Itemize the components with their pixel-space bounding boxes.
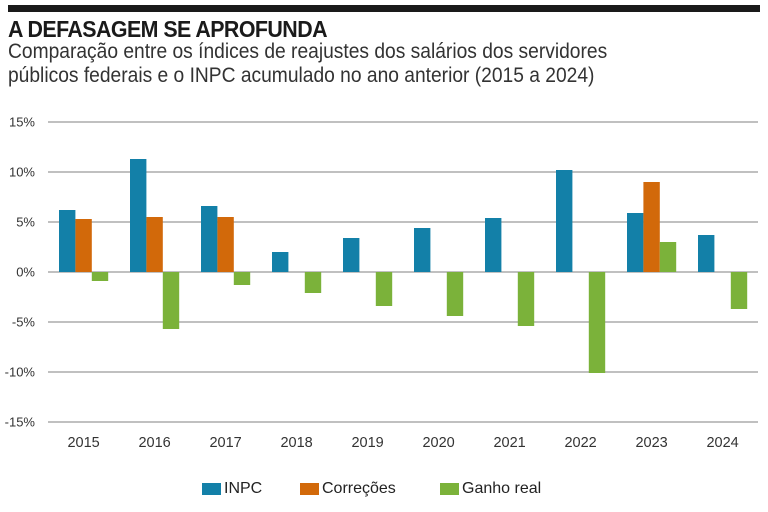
chart-title: A DEFASAGEM SE APROFUNDA: [8, 16, 328, 42]
top-rule: [8, 5, 760, 12]
bar-inpc-2022: [556, 170, 573, 272]
bar-ganho-real-2024: [730, 272, 748, 309]
bar-correcoes-2016: [146, 217, 163, 272]
x-tick-label: 2016: [138, 435, 170, 451]
y-tick-label: -5%: [12, 315, 36, 330]
legend: INPC Correções Ganho real: [0, 480, 768, 500]
bar-inpc-2020: [414, 228, 431, 272]
bar-ganho-real-2019: [375, 272, 393, 306]
bar-inpc-2017: [201, 206, 218, 272]
x-tick-label: 2020: [422, 435, 454, 451]
chart-subtitle: Comparação entre os índices de reajustes…: [8, 40, 607, 88]
legend-label: INPC: [224, 480, 263, 497]
x-tick-label: 2017: [209, 435, 241, 451]
bar-inpc-2024: [698, 235, 715, 272]
bar-inpc-2021: [485, 218, 502, 272]
bar-inpc-2016: [130, 159, 147, 272]
legend-item-inpc: INPC: [202, 480, 262, 498]
x-tick-label: 2023: [635, 435, 667, 451]
subtitle-line-1: Comparação entre os índices de reajustes…: [8, 40, 608, 63]
legend-swatch: [440, 483, 459, 495]
bar-correcoes-2023: [643, 182, 660, 272]
bar-ganho-real-2015: [91, 272, 109, 281]
bars: [59, 159, 748, 373]
x-tick-label: 2018: [280, 435, 312, 451]
x-tick-label: 2021: [493, 435, 525, 451]
bar-ganho-real-2017: [233, 272, 251, 285]
legend-swatch: [300, 483, 319, 495]
bar-ganho-real-2021: [517, 272, 535, 326]
bar-inpc-2019: [343, 238, 360, 272]
y-tick-label: 5%: [16, 215, 35, 230]
subtitle-line-2: públicos federais e o INPC acumulado no …: [8, 64, 595, 87]
y-axis-ticks: 15% 10% 5% 0% -5% -10% -15%: [5, 115, 36, 430]
bar-inpc-2018: [272, 252, 289, 272]
bar-correcoes-2017: [217, 217, 234, 272]
x-tick-label: 2019: [351, 435, 383, 451]
bar-ganho-real-2023: [659, 242, 677, 272]
x-axis-ticks: 2015 2016 2017 2018 2019 2020 2021 2022 2023 2024: [67, 435, 738, 451]
x-tick-label: 2024: [706, 435, 738, 451]
y-tick-label: -15%: [5, 415, 36, 430]
bar-inpc-2015: [59, 210, 76, 272]
legend-swatch: [202, 483, 221, 495]
bar-ganho-real-2018: [304, 272, 322, 293]
legend-item-correcoes: Correções: [300, 480, 396, 498]
legend-label: Ganho real: [462, 480, 542, 497]
legend-label: Correções: [322, 480, 396, 497]
legend-item-ganho-real: Ganho real: [440, 480, 541, 498]
bar-ganho-real-2022: [588, 272, 606, 373]
y-tick-label: 0%: [16, 265, 35, 280]
bar-chart: 15%10%5%0%-5%-10%-15% 2015 2016 2017 2018 20…: [5, 115, 758, 451]
bar-correcoes-2015: [75, 219, 92, 272]
x-tick-label: 2015: [67, 435, 99, 451]
bar-inpc-2023: [627, 213, 644, 272]
y-tick-label: 15%: [9, 115, 35, 130]
bar-ganho-real-2016: [162, 272, 180, 329]
x-tick-label: 2022: [564, 435, 596, 451]
y-tick-label: -10%: [5, 365, 36, 380]
y-tick-label: 10%: [9, 165, 35, 180]
bar-ganho-real-2020: [446, 272, 464, 316]
